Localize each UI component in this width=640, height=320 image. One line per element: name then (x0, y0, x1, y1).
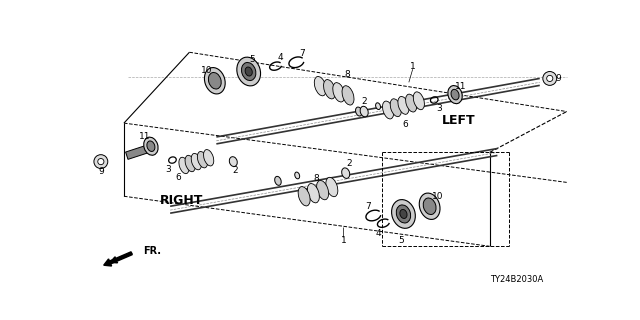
Ellipse shape (204, 68, 225, 94)
Ellipse shape (392, 200, 415, 228)
Ellipse shape (144, 137, 158, 155)
Ellipse shape (406, 94, 417, 112)
Text: 8: 8 (314, 174, 319, 183)
Text: 5: 5 (250, 55, 255, 64)
Ellipse shape (209, 72, 221, 89)
Circle shape (547, 75, 553, 82)
Ellipse shape (326, 177, 338, 197)
Ellipse shape (396, 205, 411, 223)
Text: 6: 6 (175, 172, 180, 181)
Ellipse shape (237, 57, 260, 86)
Ellipse shape (400, 209, 407, 219)
Ellipse shape (324, 80, 335, 99)
Ellipse shape (333, 83, 345, 102)
Ellipse shape (197, 151, 207, 168)
Ellipse shape (185, 155, 195, 172)
Text: 4: 4 (376, 229, 381, 238)
Circle shape (543, 71, 557, 85)
Text: 4: 4 (278, 53, 283, 62)
Text: 5: 5 (398, 236, 404, 245)
Ellipse shape (317, 180, 328, 200)
Ellipse shape (398, 96, 409, 114)
Text: 11: 11 (139, 132, 150, 141)
Text: 3: 3 (436, 104, 442, 113)
Text: 2: 2 (362, 97, 367, 106)
Ellipse shape (295, 172, 300, 179)
Ellipse shape (376, 103, 381, 109)
Ellipse shape (448, 85, 462, 104)
Text: 3: 3 (166, 165, 172, 174)
Circle shape (98, 158, 104, 165)
Text: 8: 8 (344, 70, 350, 79)
Ellipse shape (342, 86, 354, 105)
Ellipse shape (413, 92, 424, 110)
Text: 1: 1 (410, 62, 415, 71)
Circle shape (94, 155, 108, 169)
Ellipse shape (179, 157, 189, 174)
Ellipse shape (147, 141, 155, 151)
Ellipse shape (423, 198, 436, 214)
Text: TY24B2030A: TY24B2030A (490, 275, 543, 284)
Bar (125, 145, 148, 159)
Ellipse shape (245, 67, 252, 76)
Text: 7: 7 (365, 202, 371, 211)
Text: 6: 6 (402, 120, 408, 129)
Text: 7: 7 (299, 49, 305, 58)
Text: RIGHT: RIGHT (160, 194, 204, 207)
Ellipse shape (241, 62, 256, 81)
Text: 2: 2 (233, 166, 239, 175)
Text: FR.: FR. (143, 246, 161, 256)
Text: 10: 10 (200, 66, 212, 75)
Ellipse shape (419, 193, 440, 220)
Text: 1: 1 (340, 236, 346, 245)
Ellipse shape (390, 99, 401, 116)
Ellipse shape (229, 157, 237, 166)
Ellipse shape (314, 76, 326, 96)
Ellipse shape (204, 149, 214, 166)
Ellipse shape (383, 101, 394, 119)
Ellipse shape (342, 168, 349, 179)
Ellipse shape (191, 153, 202, 170)
Text: 2: 2 (347, 159, 353, 168)
Ellipse shape (356, 107, 362, 116)
Text: LEFT: LEFT (442, 114, 476, 127)
Text: 9: 9 (556, 74, 561, 83)
Ellipse shape (298, 187, 310, 206)
Ellipse shape (360, 106, 368, 117)
Ellipse shape (275, 176, 281, 185)
Ellipse shape (307, 183, 319, 203)
FancyArrow shape (104, 252, 132, 266)
Text: 11: 11 (454, 82, 466, 91)
Text: 9: 9 (98, 167, 104, 176)
Ellipse shape (451, 89, 459, 100)
Text: 10: 10 (431, 192, 443, 201)
